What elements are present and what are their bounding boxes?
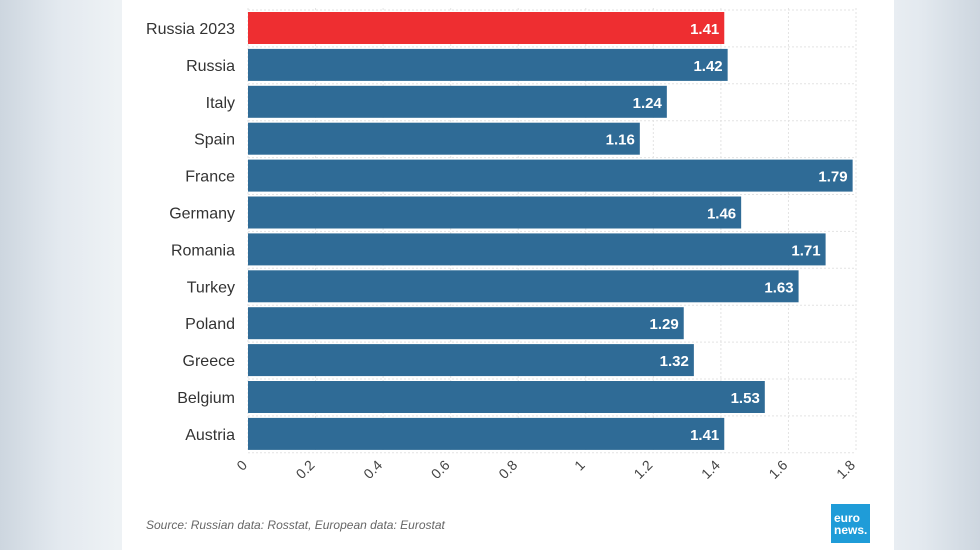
logo-line-1: euro bbox=[834, 510, 861, 525]
bar bbox=[248, 196, 742, 229]
bar bbox=[248, 12, 725, 44]
bar bbox=[248, 159, 853, 192]
category-label: Poland bbox=[185, 316, 235, 333]
value-label: 1.16 bbox=[606, 132, 635, 149]
category-label: Russia 2023 bbox=[146, 21, 235, 38]
value-label: 1.41 bbox=[690, 21, 719, 38]
x-tick-label: 1.6 bbox=[765, 457, 790, 482]
x-tick-label: 1.8 bbox=[833, 457, 858, 482]
bar bbox=[248, 344, 694, 377]
x-tick-label: 0 bbox=[233, 457, 250, 474]
bar bbox=[248, 270, 799, 303]
x-tick-label: 1.2 bbox=[630, 457, 655, 482]
category-label: Austria bbox=[185, 427, 235, 444]
x-tick-label: 0.2 bbox=[293, 457, 318, 482]
value-label: 1.63 bbox=[764, 279, 793, 296]
value-label: 1.41 bbox=[690, 427, 719, 444]
category-label: Greece bbox=[183, 353, 236, 370]
bar bbox=[248, 48, 728, 81]
euronews-logo: euro news. bbox=[831, 504, 870, 543]
value-label: 1.53 bbox=[731, 390, 760, 407]
bar bbox=[248, 381, 765, 413]
value-label: 1.46 bbox=[707, 206, 736, 223]
category-label: Belgium bbox=[177, 390, 235, 407]
bar bbox=[248, 122, 640, 155]
category-label: Italy bbox=[206, 95, 235, 112]
x-tick-label: 0.4 bbox=[360, 457, 385, 482]
bar bbox=[248, 417, 725, 450]
category-label: Turkey bbox=[187, 279, 235, 296]
value-label: 1.79 bbox=[818, 169, 847, 186]
source-note: Source: Russian data: Rosstat, European … bbox=[146, 518, 445, 532]
bar bbox=[248, 233, 826, 266]
category-label: France bbox=[185, 169, 235, 186]
bar bbox=[248, 307, 684, 340]
category-label: Spain bbox=[194, 132, 235, 149]
value-label: 1.24 bbox=[633, 95, 663, 112]
value-label: 1.42 bbox=[693, 58, 722, 75]
logo-line-2: news. bbox=[834, 522, 868, 537]
value-label: 1.71 bbox=[791, 242, 820, 259]
x-tick-label: 1 bbox=[571, 457, 588, 474]
value-label: 1.29 bbox=[650, 316, 679, 333]
value-label: 1.32 bbox=[660, 353, 689, 370]
category-label: Russia bbox=[186, 58, 235, 75]
category-label: Romania bbox=[171, 242, 235, 259]
bar bbox=[248, 85, 667, 118]
category-label: Germany bbox=[169, 206, 235, 223]
x-tick-label: 0.8 bbox=[495, 457, 520, 482]
x-tick-label: 0.6 bbox=[428, 457, 453, 482]
x-tick-label: 1.4 bbox=[698, 457, 723, 482]
